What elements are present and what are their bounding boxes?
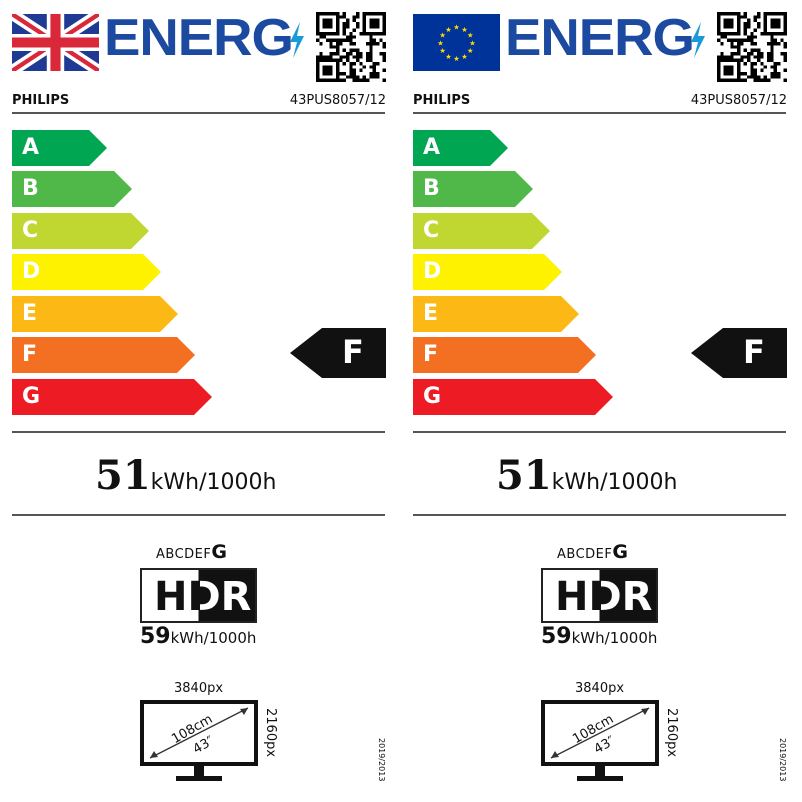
hdr-scale-letters: ABCDEF <box>156 547 212 562</box>
eu-flag: ★ ★ ★ ★ ★ ★ ★ ★ ★ ★ ★ ★ <box>413 14 500 71</box>
divider <box>413 112 786 114</box>
energy-class-letter: D <box>22 259 41 284</box>
brand-name: PHILIPS <box>12 93 70 108</box>
hdr-logo-text: HDR <box>555 574 653 620</box>
svg-text:★: ★ <box>461 52 467 61</box>
hdr-consumption: 59kWh/1000h <box>541 624 657 649</box>
svg-text:★: ★ <box>453 23 459 32</box>
rating-letter: F <box>342 333 364 371</box>
energy-class-bar-a: A <box>413 130 508 166</box>
hdr-value: 59 <box>140 624 171 649</box>
hdr-scale-letters: ABCDEF <box>557 547 613 562</box>
energy-class-letter: E <box>22 301 38 326</box>
hdr-logo: HDR <box>541 568 658 623</box>
lightning-bolt-icon <box>290 22 304 58</box>
energy-class-letter: B <box>423 176 440 201</box>
energy-label-eu: ★ ★ ★ ★ ★ ★ ★ ★ ★ ★ ★ ★ ENERG PHILIPS 43PUS8057/12 … <box>401 0 801 802</box>
hdr-class: G <box>612 541 629 563</box>
energy-class-letter: F <box>22 342 38 367</box>
svg-text:★: ★ <box>439 46 445 55</box>
hdr-class-scale: ABCDEFG <box>557 541 628 563</box>
brand-name: PHILIPS <box>413 93 471 108</box>
vertical-resolution: 2160px <box>263 708 278 758</box>
energy-class-bar-f: F <box>413 337 596 373</box>
regulation-number: 2019/2013 <box>778 738 787 782</box>
qr-code[interactable] <box>717 12 787 82</box>
energy-class-letter: G <box>22 384 41 409</box>
energy-title: ENERG <box>505 9 695 67</box>
svg-text:★: ★ <box>437 38 443 47</box>
hdr-value: 59 <box>541 624 572 649</box>
energy-class-letter: F <box>423 342 439 367</box>
svg-text:★: ★ <box>453 54 459 63</box>
svg-text:★: ★ <box>467 31 473 40</box>
energy-class-bar-e: E <box>413 296 579 332</box>
energy-class-letter: C <box>423 218 440 243</box>
energy-class-letter: E <box>423 301 439 326</box>
hdr-logo: HDR <box>140 568 257 623</box>
divider <box>413 514 786 516</box>
svg-text:★: ★ <box>445 52 451 61</box>
rating-pointer: F <box>691 328 787 378</box>
energy-class-bar-b: B <box>12 171 132 207</box>
energy-class-bar-g: G <box>413 379 613 415</box>
sdr-value: 51 <box>95 452 151 499</box>
svg-text:★: ★ <box>467 46 473 55</box>
energy-class-bar-a: A <box>12 130 107 166</box>
energy-class-letter: B <box>22 176 39 201</box>
lightning-bolt-icon <box>691 22 705 58</box>
energy-class-letter: A <box>423 135 441 160</box>
hdr-logo-text: HDR <box>154 574 252 620</box>
energy-class-bar-g: G <box>12 379 212 415</box>
svg-text:★: ★ <box>445 25 451 34</box>
model-number: 43PUS8057/12 <box>690 93 787 108</box>
energy-class-letter: A <box>22 135 40 160</box>
energy-class-bar-f: F <box>12 337 195 373</box>
energy-class-bar-e: E <box>12 296 178 332</box>
sdr-consumption: 51kWh/1000h <box>496 452 677 499</box>
rating-pointer: F <box>290 328 386 378</box>
energy-class-bar-d: D <box>12 254 161 290</box>
rating-letter: F <box>743 333 765 371</box>
energy-class-letter: D <box>423 259 442 284</box>
svg-text:★: ★ <box>469 38 475 47</box>
hdr-unit: kWh/1000h <box>571 629 658 647</box>
vertical-resolution: 2160px <box>664 708 679 758</box>
svg-text:★: ★ <box>439 31 445 40</box>
hdr-class: G <box>211 541 228 563</box>
energy-class-bar-c: C <box>12 213 149 249</box>
sdr-unit: kWh/1000h <box>150 470 277 495</box>
energy-class-bar-b: B <box>413 171 533 207</box>
energy-class-bar-c: C <box>413 213 550 249</box>
tv-icon <box>541 700 659 781</box>
divider <box>413 431 786 433</box>
energy-class-bar-d: D <box>413 254 562 290</box>
model-number: 43PUS8057/12 <box>289 93 386 108</box>
hdr-unit: kWh/1000h <box>170 629 257 647</box>
regulation-number: 2019/2013 <box>377 738 386 782</box>
divider <box>12 431 385 433</box>
divider <box>12 514 385 516</box>
energy-class-letter: C <box>22 218 39 243</box>
horizontal-resolution: 3840px <box>174 681 224 696</box>
uk-flag <box>8 9 103 76</box>
hdr-consumption: 59kWh/1000h <box>140 624 256 649</box>
horizontal-resolution: 3840px <box>575 681 625 696</box>
svg-text:★: ★ <box>461 25 467 34</box>
energy-class-letter: G <box>423 384 442 409</box>
divider <box>12 112 385 114</box>
tv-icon <box>140 700 258 781</box>
hdr-class-scale: ABCDEFG <box>156 541 227 563</box>
sdr-consumption: 51kWh/1000h <box>95 452 276 499</box>
sdr-unit: kWh/1000h <box>551 470 678 495</box>
energy-title: ENERG <box>104 9 294 67</box>
sdr-value: 51 <box>496 452 552 499</box>
qr-code[interactable] <box>316 12 386 82</box>
